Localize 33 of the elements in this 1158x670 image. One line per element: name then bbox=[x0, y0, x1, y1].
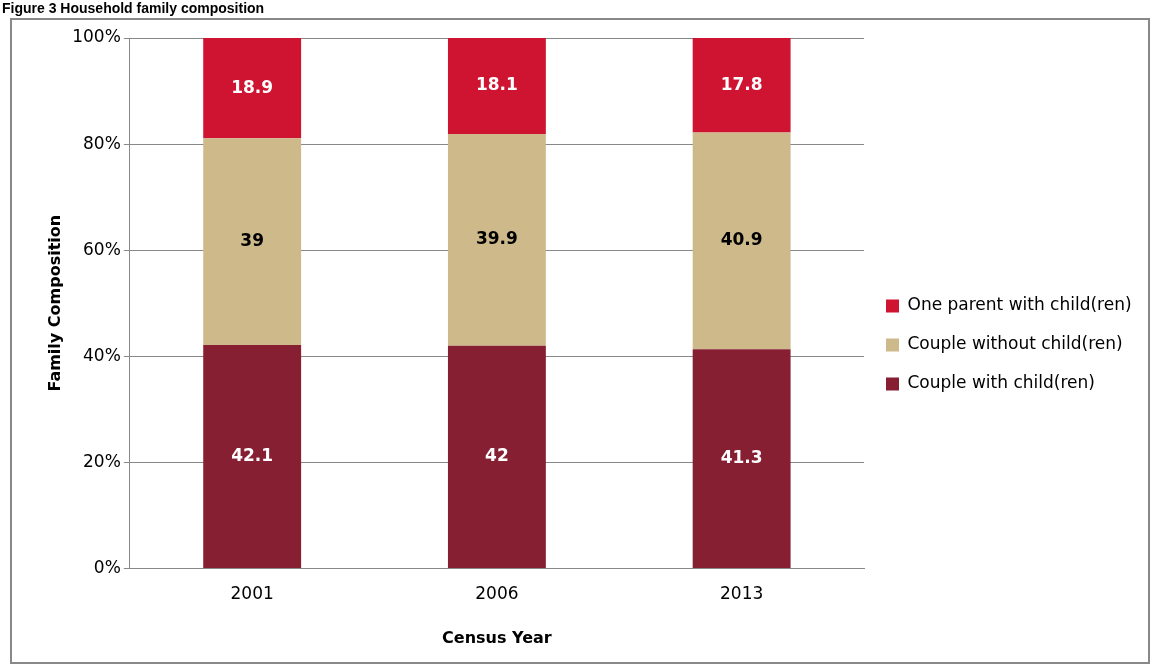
bar bbox=[692, 349, 791, 568]
y-tick-label: 20% bbox=[83, 450, 121, 471]
bar bbox=[692, 132, 791, 350]
bar bbox=[447, 134, 546, 346]
y-tick-label: 60% bbox=[83, 238, 121, 259]
data-label: 40.9 bbox=[720, 229, 763, 250]
legend-label: Couple without child(ren) bbox=[907, 333, 1123, 354]
bar bbox=[203, 345, 302, 568]
bar bbox=[447, 38, 546, 134]
y-axis-title: Family Composition bbox=[44, 214, 64, 392]
data-label: 39 bbox=[240, 230, 264, 251]
y-tick-label: 40% bbox=[83, 344, 121, 365]
bar bbox=[447, 345, 546, 568]
chart-title: Figure 3 Household family composition bbox=[2, 0, 265, 16]
data-label: 18.1 bbox=[475, 74, 518, 95]
data-label: 39.9 bbox=[475, 228, 518, 249]
bar bbox=[203, 38, 302, 139]
legend-label: One parent with child(ren) bbox=[907, 294, 1132, 315]
x-tick-label: 2013 bbox=[720, 583, 764, 604]
data-label: 42.1 bbox=[231, 444, 274, 465]
bar bbox=[692, 38, 791, 133]
x-axis-title: Census Year bbox=[442, 627, 552, 647]
y-tick-label: 80% bbox=[83, 132, 121, 153]
data-label: 17.8 bbox=[720, 73, 763, 94]
x-tick-label: 2001 bbox=[230, 583, 274, 604]
data-label: 41.3 bbox=[720, 447, 763, 468]
y-tick-label: 0% bbox=[93, 556, 121, 577]
legend-label: Couple with child(ren) bbox=[907, 372, 1095, 393]
x-tick-label: 2006 bbox=[475, 583, 519, 604]
bar bbox=[203, 138, 302, 346]
data-label: 42 bbox=[485, 445, 509, 466]
y-tick-label: 100% bbox=[72, 26, 121, 47]
data-label: 18.9 bbox=[231, 76, 274, 97]
